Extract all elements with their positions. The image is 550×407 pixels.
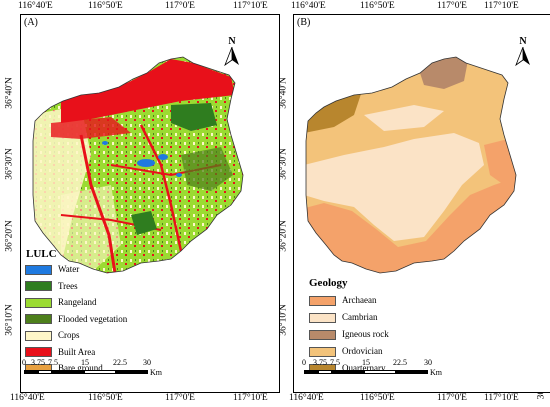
north-label: N [519, 36, 527, 47]
lon-tick: 116°50'E [360, 1, 395, 11]
lat-tick: 36°40'N [4, 77, 15, 109]
legend-item: Water [25, 263, 79, 275]
legend-item: Built Area [25, 346, 95, 358]
legend-swatch [25, 264, 52, 275]
scale-tick: 3.75 [31, 358, 45, 367]
legend-label: Igneous rock [342, 329, 389, 339]
lon-tick: 117°0'E [165, 1, 195, 11]
legend-label: Ordovician [342, 346, 383, 356]
lat-tick: 36°30'N [4, 148, 15, 180]
legend-swatch [25, 347, 52, 358]
lat-tick: 36°40'N [278, 77, 289, 109]
scale-bar: 0 3.75 7.5 15 22.5 30 Km [21, 359, 279, 379]
legend-label: Water [58, 264, 80, 274]
scale-tick: 15 [81, 358, 89, 367]
scale-unit: Km [430, 368, 442, 377]
legend-swatch [309, 312, 336, 323]
legend-item: Ordovician [309, 345, 383, 357]
lon-tick: 116°50'E [360, 393, 395, 403]
lon-tick: 117°10'E [484, 1, 519, 11]
lon-tick: 116°40'E [10, 393, 45, 403]
region-boundary [32, 56, 244, 274]
scale-tick: 0 [302, 358, 306, 367]
legend-label: Cambrian [342, 312, 378, 322]
legend-swatch [25, 330, 52, 341]
legend-label: Quarternary [342, 363, 386, 373]
panel-label: (B) [297, 17, 311, 28]
lon-tick: 117°10'E [233, 393, 268, 403]
north-arrow-icon [515, 46, 530, 67]
lulc-map [32, 56, 244, 274]
legend-swatch [25, 314, 52, 325]
scale-tick: 30 [143, 358, 151, 367]
scale-tick: 22.5 [393, 358, 407, 367]
scale-unit: Km [150, 368, 162, 377]
legend-label: Archaean [342, 295, 377, 305]
legend-swatch [25, 297, 52, 308]
legend-label: Trees [58, 280, 78, 291]
lat-tick: 36°10'N [4, 304, 15, 336]
north-label: N [228, 36, 236, 47]
legend-item: Igneous rock [309, 328, 389, 340]
geology-map-panel: (B) N Geology Archaean Cambrian Igneous ro… [293, 14, 550, 393]
lon-tick: 116°40'E [291, 1, 326, 11]
legend-item: Crops [25, 329, 80, 341]
legend-title: LULC [26, 248, 57, 260]
scale-tick: 7.5 [330, 358, 340, 367]
legend-swatch [309, 346, 336, 357]
scale-tick: 30 [424, 358, 432, 367]
panel-label: (A) [24, 17, 38, 28]
legend-item: Cambrian [309, 311, 378, 323]
legend-label: Built Area [58, 346, 96, 357]
lon-tick: 116°40'E [289, 393, 324, 403]
scale-bar: 0 3.75 7.5 15 22.5 30 Km [294, 359, 550, 379]
lon-tick: 117°10'E [233, 1, 268, 11]
legend-item: Trees [25, 280, 78, 292]
north-arrow: N [514, 37, 532, 72]
legend-title: Geology [309, 277, 348, 289]
lat-tick: 36°30'N [278, 148, 289, 180]
lon-tick: 117°0'E [165, 393, 195, 403]
legend-swatch [309, 329, 336, 340]
scale-tick: 7.5 [48, 358, 58, 367]
legend-swatch [309, 295, 336, 306]
lon-tick: 117°10'E [484, 393, 519, 403]
lon-tick: 116°50'E [88, 1, 123, 11]
lon-tick: 116°50'E [88, 393, 123, 403]
lat-tick: 36°20'N [278, 220, 289, 252]
legend-item: Flooded vegetation [25, 313, 127, 325]
scale-tick: 15 [362, 358, 370, 367]
lulc-map-panel: (A) N LULC Water Trees Rangeland Flooded ve… [20, 14, 280, 393]
legend-label: Bare ground [58, 363, 103, 373]
legend-label: Flooded vegetation [58, 313, 128, 324]
legend-label: Crops [58, 330, 80, 340]
lon-tick: 117°0'E [437, 393, 467, 403]
lon-tick: 117°0'E [437, 1, 467, 11]
legend-label: Rangeland [58, 297, 97, 307]
legend-item: Archaean [309, 294, 376, 306]
lat-tick: 36°10'N [278, 304, 289, 336]
geology-map [305, 56, 517, 274]
scale-tick: 3.75 [313, 358, 327, 367]
legend-item: Rangeland [25, 296, 97, 308]
scale-tick: 0 [22, 358, 26, 367]
region-boundary [305, 56, 517, 274]
lat-tick: 36°20'N [4, 220, 15, 252]
legend-swatch [25, 281, 52, 292]
north-arrow: N [223, 37, 241, 72]
scale-tick: 22.5 [113, 358, 127, 367]
north-arrow-icon [224, 46, 239, 67]
lon-tick: 116°40'E [18, 1, 53, 11]
